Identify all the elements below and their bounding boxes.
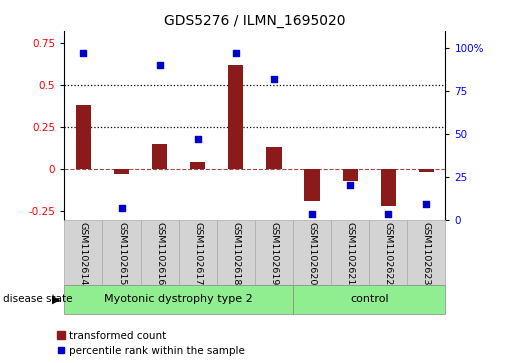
Text: GSM1102620: GSM1102620 — [307, 221, 317, 285]
Text: GSM1102617: GSM1102617 — [193, 221, 202, 285]
Legend: transformed count, percentile rank within the sample: transformed count, percentile rank withi… — [57, 331, 245, 356]
Bar — [114, 169, 129, 174]
Bar — [141, 220, 179, 285]
Bar — [76, 105, 91, 169]
Bar — [228, 65, 244, 169]
Text: GSM1102619: GSM1102619 — [269, 221, 279, 285]
Text: ▶: ▶ — [52, 294, 60, 305]
Point — [384, 212, 392, 217]
Text: Myotonic dystrophy type 2: Myotonic dystrophy type 2 — [105, 294, 253, 305]
Point — [117, 205, 126, 211]
Bar — [407, 220, 445, 285]
Text: GSM1102616: GSM1102616 — [155, 221, 164, 285]
Bar — [102, 220, 141, 285]
Text: GSM1102623: GSM1102623 — [422, 221, 431, 285]
Text: GSM1102615: GSM1102615 — [117, 221, 126, 285]
Bar — [331, 220, 369, 285]
Point — [156, 62, 164, 68]
Point — [422, 201, 431, 207]
Text: GSM1102622: GSM1102622 — [384, 221, 393, 285]
Bar — [190, 162, 205, 169]
Bar — [369, 220, 407, 285]
Bar — [64, 285, 293, 314]
Bar — [304, 169, 320, 201]
Point — [308, 212, 316, 217]
Bar — [255, 220, 293, 285]
Bar — [217, 220, 255, 285]
Bar — [293, 220, 331, 285]
Point — [194, 136, 202, 142]
Point — [232, 50, 240, 56]
Point — [270, 76, 278, 82]
Bar — [381, 169, 396, 206]
Bar — [179, 220, 217, 285]
Bar — [342, 169, 358, 181]
Text: control: control — [350, 294, 389, 305]
Bar — [419, 169, 434, 172]
Text: GSM1102614: GSM1102614 — [79, 221, 88, 285]
Point — [346, 182, 354, 188]
Text: GSM1102618: GSM1102618 — [231, 221, 241, 285]
Title: GDS5276 / ILMN_1695020: GDS5276 / ILMN_1695020 — [164, 15, 346, 28]
Text: disease state: disease state — [3, 294, 72, 305]
Text: GSM1102621: GSM1102621 — [346, 221, 355, 285]
Bar — [152, 144, 167, 169]
Bar — [293, 285, 445, 314]
Bar — [266, 147, 282, 169]
Point — [79, 50, 88, 56]
Bar — [64, 220, 102, 285]
